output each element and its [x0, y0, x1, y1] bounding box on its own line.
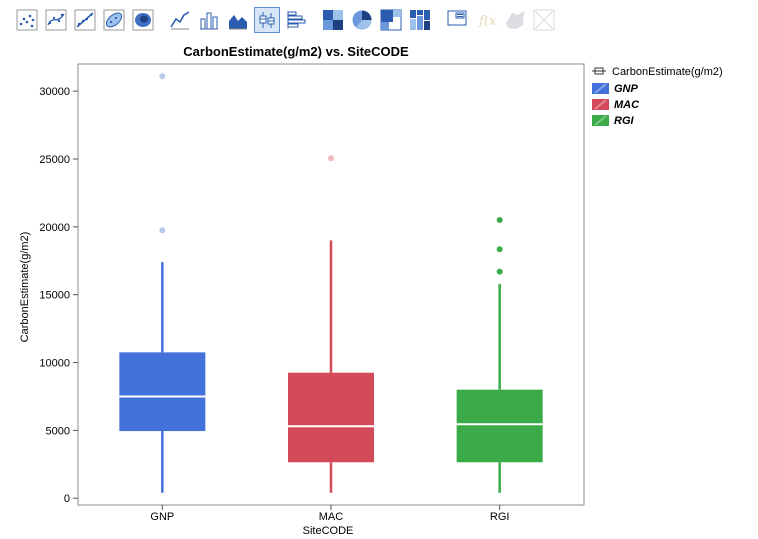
box-plot-button[interactable] — [254, 7, 280, 33]
legend-item[interactable]: MAC — [592, 99, 640, 111]
map-shapes-icon — [506, 11, 524, 29]
legend-swatch — [592, 83, 609, 94]
svg-text:f(x): f(x) — [478, 14, 497, 29]
legend-swatch — [592, 115, 609, 126]
legend-item[interactable]: RGI — [592, 115, 635, 127]
y-tick-label: 0 — [64, 493, 70, 505]
iqr-box — [456, 389, 543, 463]
legend-swatch-sheen — [594, 99, 607, 110]
y-tick-label: 15000 — [39, 290, 70, 302]
line-of-fit-icon — [74, 9, 96, 31]
legend-label: RGI — [614, 115, 635, 127]
points-icon — [16, 9, 38, 31]
legend-swatch-sheen — [594, 115, 607, 126]
axes: 0 5000 10000 15000 20000 25000 30000 GNP MAC RGI — [39, 86, 509, 523]
legend-swatch-sheen — [594, 83, 607, 94]
y-tick-label: 5000 — [46, 425, 70, 437]
points-button[interactable] — [14, 7, 40, 33]
outlier-point — [328, 155, 334, 162]
parallel-icon — [533, 9, 555, 31]
legend-swatch — [592, 99, 609, 110]
treemap-button[interactable] — [378, 7, 404, 33]
map-shapes-button — [502, 7, 528, 33]
box-mac — [288, 155, 374, 493]
toolbar-group: f(x) — [444, 7, 560, 33]
legend-label: MAC — [614, 99, 640, 111]
legend: CarbonEstimate(g/m2) GNP MAC RGI — [592, 66, 723, 127]
contour-button[interactable] — [130, 7, 156, 33]
outlier-point — [496, 246, 503, 253]
iqr-box — [119, 352, 206, 432]
treemap-icon — [380, 9, 402, 31]
parallel-button — [531, 7, 557, 33]
outlier-point — [159, 73, 166, 80]
formula-icon: f(x) — [478, 14, 497, 29]
area-chart-button[interactable] — [225, 7, 251, 33]
smoother-icon — [45, 9, 67, 31]
box-plot-icon — [259, 12, 275, 28]
legend-label: GNP — [614, 83, 639, 95]
toolbar-group — [167, 7, 312, 33]
y-tick-label: 10000 — [39, 358, 70, 370]
heatmap-icon — [323, 10, 343, 30]
box-rgi — [456, 217, 543, 493]
smoother-button[interactable] — [43, 7, 69, 33]
histogram-icon — [287, 11, 306, 29]
y-tick-label: 30000 — [39, 86, 70, 98]
bar-chart-icon — [200, 12, 218, 30]
line-of-fit-button[interactable] — [72, 7, 98, 33]
histogram-button[interactable] — [283, 7, 309, 33]
pie-chart-button[interactable] — [349, 7, 375, 33]
plot-area — [77, 63, 585, 506]
legend-item[interactable]: GNP — [592, 83, 639, 95]
mosaic-button[interactable] — [407, 7, 433, 33]
formula-button: f(x) — [473, 7, 499, 33]
ellipse-button[interactable] — [101, 7, 127, 33]
x-tick-label: RGI — [490, 511, 510, 523]
y-axis-title: CarbonEstimate(g/m2) — [19, 232, 31, 343]
pie-chart-icon — [352, 10, 372, 30]
line-chart-icon — [170, 11, 190, 30]
x-tick-label: GNP — [150, 511, 174, 523]
caption-box-icon — [447, 10, 467, 26]
line-chart-button[interactable] — [167, 7, 193, 33]
y-tick-label: 25000 — [39, 154, 70, 166]
box-gnp — [119, 73, 206, 493]
iqr-box — [288, 372, 374, 463]
bar-chart-button[interactable] — [196, 7, 222, 33]
heatmap-button[interactable] — [320, 7, 346, 33]
toolbar-group — [320, 7, 436, 33]
outlier-point — [496, 268, 503, 275]
legend-header: CarbonEstimate(g/m2) — [592, 66, 723, 78]
contour-icon — [132, 9, 154, 31]
graph-toolbar: f(x) — [14, 4, 568, 36]
outlier-point — [159, 227, 166, 234]
area-chart-icon — [229, 15, 247, 30]
caption-box-button[interactable] — [444, 7, 470, 33]
ellipse-icon — [103, 9, 125, 31]
chart-title: CarbonEstimate(g/m2) vs. SiteCODE — [183, 44, 409, 59]
toolbar-group — [14, 7, 159, 33]
x-axis-title: SiteCODE — [303, 525, 354, 537]
y-tick-label: 20000 — [39, 222, 70, 234]
legend-header-label: CarbonEstimate(g/m2) — [612, 66, 723, 78]
x-tick-label: MAC — [319, 511, 344, 523]
outlier-point — [496, 217, 503, 224]
mosaic-icon — [410, 10, 430, 30]
